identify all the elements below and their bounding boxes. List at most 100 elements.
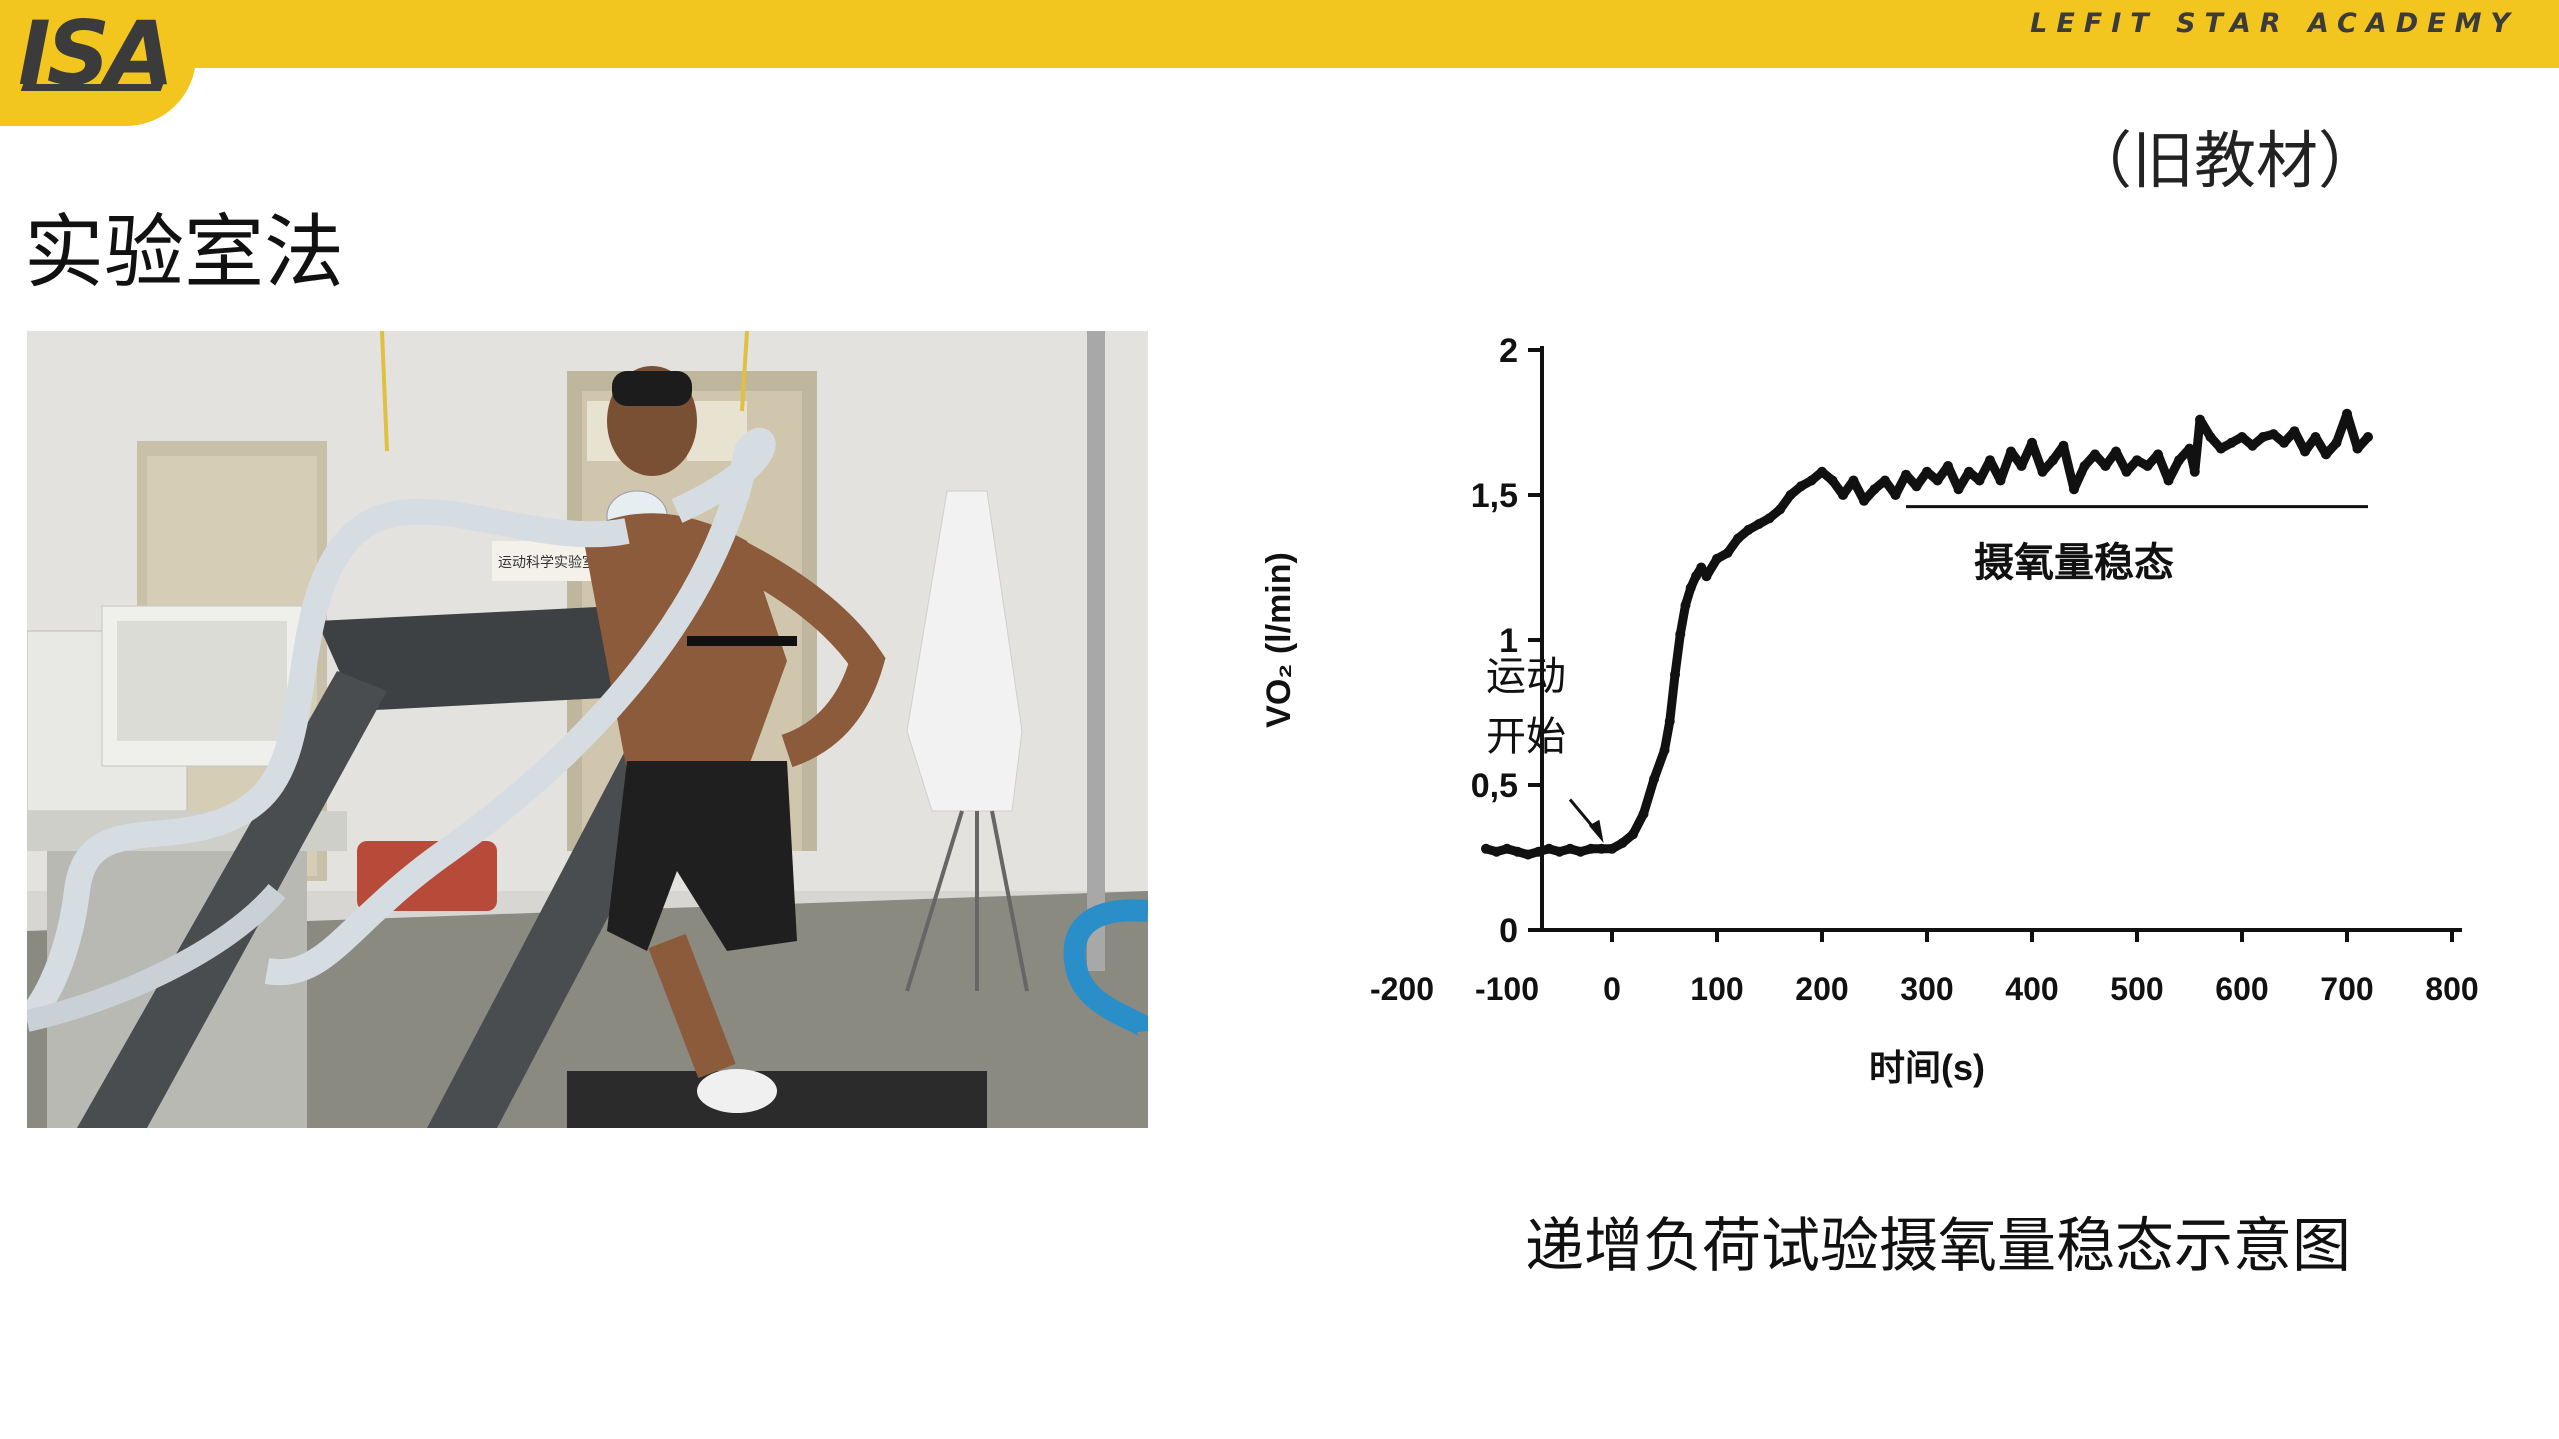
vo2-data-point: [1964, 466, 1974, 477]
vo2-data-point: [2132, 455, 2142, 466]
logo-tab: ISA: [0, 0, 196, 126]
y-tick-label: 1: [1499, 622, 1518, 660]
vo2-data-point: [2331, 437, 2342, 448]
vo2-data-point: [2174, 455, 2184, 466]
vo2-data-point: [1890, 490, 1901, 500]
x-tick-label: 400: [2005, 971, 2058, 1007]
vo2-data-point: [1869, 484, 1880, 495]
y-axis-label: VO₂ (l/min): [1260, 552, 1298, 728]
annotation-arrowhead: [1588, 819, 1604, 843]
vo2-data-point: [2006, 446, 2016, 457]
vo2-data-point: [2016, 461, 2027, 471]
vo2-data-point: [1775, 504, 1785, 515]
vo2-data-point: [1481, 843, 1491, 854]
vo2-data-point: [2037, 466, 2048, 477]
y-tick-label: 2: [1499, 332, 1518, 370]
vo2-data-point: [1901, 469, 1911, 480]
vo2-data-point: [1848, 475, 1859, 486]
vo2-data-point: [1796, 481, 1806, 492]
vo2-chart-svg: 0 0,5 1 1,5 2 -200 -100 0 100 200 300 400 500 600 700 8…: [1260, 332, 2479, 1088]
vo2-chart: 0 0,5 1 1,5 2 -200 -100 0 100 200 300 400 500 600 700 8…: [1230, 280, 2510, 1140]
vo2-data-point: [1733, 533, 1743, 544]
vo2-data-point: [1649, 774, 1659, 785]
x-tick-label: 600: [2215, 971, 2268, 1007]
vo2-data-point: [2363, 432, 2373, 442]
x-tick-label: 500: [2110, 971, 2163, 1007]
vo2-data-point: [1859, 495, 1869, 506]
vo2-data-point: [1565, 843, 1575, 854]
vo2-data-point: [2237, 432, 2247, 442]
vo2-data-point: [1922, 466, 1932, 477]
vo2-data-point: [1491, 846, 1502, 857]
vo2-data-point: [1607, 843, 1617, 854]
vo2-data-point: [1995, 475, 2006, 486]
vo2-data-point: [1638, 809, 1649, 819]
y-tick-label: 0,5: [1471, 767, 1518, 805]
vo2-data-point: [2205, 432, 2216, 442]
vo2-data-point: [2048, 455, 2058, 466]
vo2-data-point: [1827, 475, 1838, 486]
vo2-data-point: [2079, 461, 2090, 471]
vo2-data-point: [2069, 484, 2079, 495]
treadmill-test-photo: 运动科学实验室: [27, 331, 1148, 1128]
vo2-data-point: [1722, 548, 1733, 558]
vo2-data-point: [1880, 475, 1890, 486]
slide-title: 实验室法: [24, 206, 344, 299]
vo2-data-point: [1806, 475, 1817, 486]
vo2-data-point: [1512, 846, 1523, 857]
vo2-data-point: [2195, 414, 2205, 425]
annotation-start-line2: 开始: [1486, 715, 1566, 759]
vo2-data-point: [2153, 449, 2163, 460]
vo2-data-point: [1586, 843, 1596, 854]
brand-name: LEFIT STAR ACADEMY: [2030, 8, 2519, 39]
x-tick-label: 200: [1795, 971, 1848, 1007]
vo2-data-point: [1502, 843, 1512, 854]
vo2-data-point: [2310, 432, 2321, 442]
vo2-data-point: [2058, 440, 2069, 451]
vo2-data-point: [2142, 461, 2153, 471]
x-tick-label: 800: [2425, 971, 2478, 1007]
wall-sign: 运动科学实验室: [498, 554, 596, 570]
vo2-series-line: [1484, 409, 2372, 860]
vo2-data-point: [1675, 629, 1686, 640]
header-bar: [0, 0, 2559, 68]
vo2-data-point: [1932, 475, 1943, 486]
vo2-data-point: [1575, 846, 1586, 857]
vo2-data-point: [1596, 843, 1607, 854]
vo2-data-point: [1701, 571, 1712, 582]
vo2-data-point: [1670, 669, 1680, 680]
vo2-data-point: [1712, 553, 1722, 564]
vo2-data-point: [1785, 490, 1796, 500]
vo2-data-point: [2100, 461, 2111, 471]
vo2-data-point: [2268, 429, 2279, 440]
vo2-data-point: [2121, 466, 2132, 477]
vo2-data-point: [1544, 843, 1554, 854]
vo2-data-point: [1680, 600, 1691, 611]
vo2-data-point: [1985, 455, 1995, 466]
vo2-data-point: [2163, 475, 2174, 486]
vo2-data-point: [2289, 426, 2300, 437]
vo2-data-point: [1659, 745, 1670, 756]
vo2-data-point: [1764, 513, 1775, 524]
vo2-data-point: [1523, 849, 1533, 860]
vo2-data-point: [2189, 466, 2200, 477]
vo2-data-point: [1911, 481, 1922, 492]
vo2-data-point: [1664, 716, 1675, 727]
vo2-data-point: [2342, 408, 2352, 419]
vo2-data-point: [1617, 838, 1628, 848]
vo2-data-point: [1974, 475, 1985, 486]
vo2-data-point: [2300, 446, 2310, 457]
vo2-data-point: [1696, 562, 1707, 573]
x-tick-label: 700: [2320, 971, 2373, 1007]
vo2-data-point: [1754, 519, 1764, 529]
annotation-start-line1: 运动: [1486, 654, 1566, 698]
vo2-data-point: [1691, 571, 1701, 582]
vo2-data-point: [2027, 437, 2037, 448]
vo2-data-point: [1838, 490, 1848, 500]
vo2-data-point: [2226, 437, 2237, 448]
x-tick-label: -200: [1370, 971, 1434, 1007]
vo2-data-point: [1743, 524, 1754, 535]
edition-note: （旧教材）: [2070, 124, 2381, 197]
vo2-data-point: [1953, 484, 1964, 495]
chart-caption: 递增负荷试验摄氧量稳态示意图: [1525, 1211, 2352, 1280]
